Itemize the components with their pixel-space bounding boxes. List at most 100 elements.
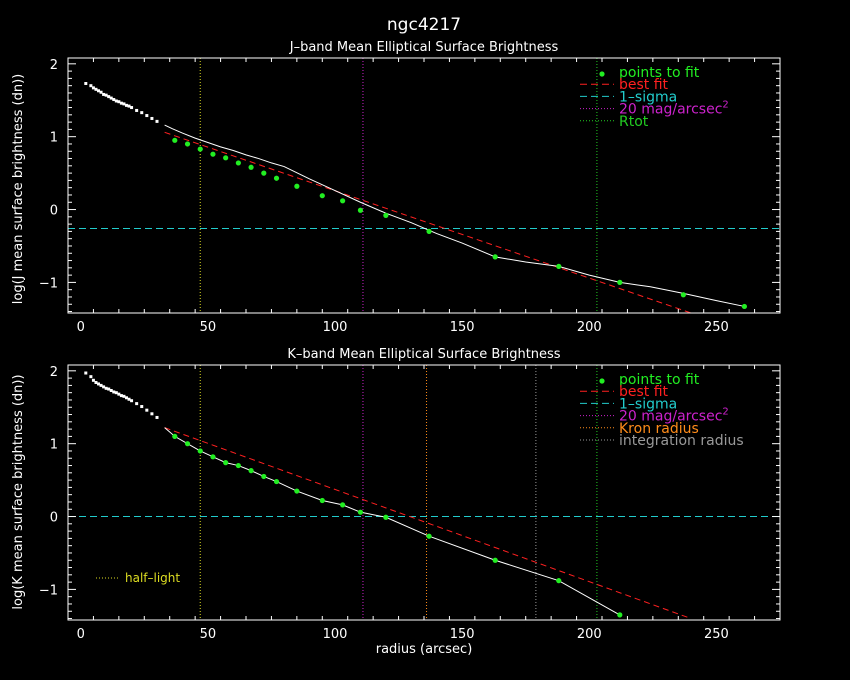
fit-point	[261, 473, 267, 480]
fit-point	[426, 533, 432, 539]
legend-sigma-label: 1–sigma	[619, 89, 677, 105]
y-tick-label: 2	[50, 365, 58, 380]
profile-point	[84, 371, 88, 375]
j-panel-ylabel: log(J mean surface brightness (dn))	[11, 74, 26, 304]
profile-point	[97, 382, 101, 386]
legend-mag20-superscript: 2	[722, 100, 728, 111]
profile-point	[99, 383, 103, 387]
fit-point	[357, 207, 364, 213]
legend-kron-label: Kron radius	[619, 421, 699, 437]
fit-point	[556, 263, 562, 269]
plot-area	[68, 58, 780, 313]
x-tick-label: 50	[200, 320, 217, 335]
profile-point	[119, 101, 123, 105]
profile-point	[150, 116, 154, 120]
x-tick-label: 200	[577, 627, 602, 642]
x-tick-label: 250	[704, 320, 729, 335]
profile-line	[164, 124, 745, 307]
fit-point	[680, 292, 686, 298]
profile-point	[145, 408, 149, 412]
x-tick-label: 50	[200, 627, 217, 642]
y-tick-label: 0	[50, 511, 58, 526]
profile-point	[91, 86, 95, 90]
fit-point	[294, 183, 300, 189]
profile-point	[140, 111, 144, 115]
fit-point	[319, 497, 325, 504]
profile-point	[130, 399, 134, 403]
profile-point	[124, 396, 128, 400]
profile-point	[119, 394, 123, 398]
y-tick-label: 0	[50, 204, 58, 219]
profile-point	[155, 415, 159, 419]
fit-point	[492, 254, 498, 260]
legend-points-marker	[599, 71, 605, 77]
y-tick-label: 1	[50, 131, 58, 146]
fit-point	[273, 478, 280, 485]
y-tick-label: −1	[39, 276, 58, 291]
profile-point	[94, 380, 98, 384]
k-panel-ylabel: log(K mean surface brightness (dn))	[11, 374, 26, 609]
k-panel-title: K–band Mean Elliptical Surface Brightnes…	[287, 347, 560, 362]
profile-point	[135, 402, 139, 406]
fit-point	[210, 151, 216, 157]
profile-point	[130, 106, 134, 110]
fit-point	[294, 488, 300, 494]
fit-point	[197, 448, 203, 454]
legend-mag20-label: 20 mag/arcsec2	[619, 100, 729, 118]
profile-point	[117, 392, 121, 396]
legend-points-label: points to fit	[619, 65, 700, 81]
x-tick-label: 150	[450, 627, 475, 642]
half-light-legend-label: half–light	[125, 571, 180, 585]
fit-point	[172, 137, 178, 143]
fit-point	[248, 164, 254, 170]
profile-point	[102, 92, 106, 96]
profile-point	[114, 99, 118, 103]
x-tick-label: 100	[323, 627, 348, 642]
k-panel-xlabel: radius (arcsec)	[376, 642, 473, 657]
plot-area	[68, 365, 780, 620]
fit-point	[426, 228, 432, 234]
fit-point	[617, 612, 623, 618]
profile-point	[89, 84, 93, 88]
fit-point	[172, 433, 178, 439]
profile-point	[91, 378, 95, 382]
x-tick-label: 100	[323, 320, 348, 335]
fit-point	[210, 454, 216, 460]
profile-point	[112, 98, 116, 102]
fit-point	[340, 502, 346, 508]
legend-points-label: points to fit	[619, 372, 700, 388]
legend-points-marker	[599, 378, 605, 384]
legend-sigma-label: 1–sigma	[619, 396, 677, 412]
legend-mag20-label: 20 mag/arcsec2	[619, 407, 729, 425]
fit-point	[184, 441, 191, 447]
profile-point	[155, 119, 159, 123]
y-tick-label: 2	[50, 58, 58, 73]
fit-point	[556, 578, 562, 584]
fit-point	[235, 160, 241, 166]
fit-point	[184, 141, 191, 147]
best-fit-line	[164, 131, 692, 313]
profile-point	[127, 104, 131, 108]
fit-point	[248, 468, 254, 474]
fit-point	[261, 170, 267, 176]
profile-point	[104, 93, 108, 97]
profile-point	[107, 387, 111, 391]
profile-point	[124, 103, 128, 107]
profile-point	[145, 114, 149, 118]
j-panel-title: J–band Mean Elliptical Surface Brightnes…	[289, 40, 559, 55]
profile-point	[89, 375, 93, 379]
profile-point	[122, 102, 126, 106]
x-tick-label: 250	[704, 627, 729, 642]
best-fit-line	[164, 427, 692, 620]
figure-title: ngc4217	[387, 15, 461, 35]
fit-point	[319, 193, 325, 199]
fit-point	[273, 175, 280, 181]
fit-point	[383, 212, 389, 218]
x-tick-label: 200	[577, 320, 602, 335]
fit-point	[223, 460, 229, 466]
fit-point	[741, 303, 748, 310]
profile-point	[99, 90, 103, 94]
